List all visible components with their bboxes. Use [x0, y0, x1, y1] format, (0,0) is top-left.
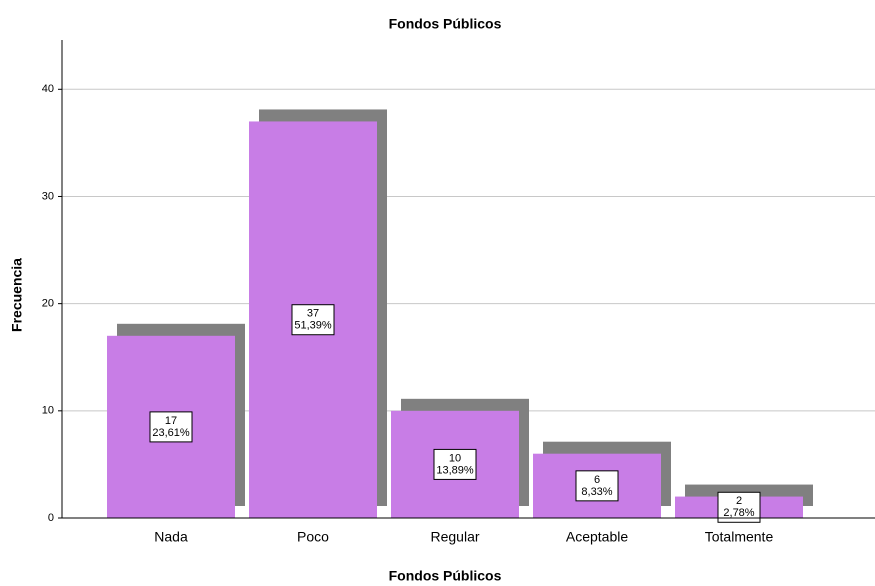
data-label: 2: [736, 495, 742, 507]
x-axis-label: Fondos Públicos: [389, 568, 502, 584]
y-tick-label: 0: [48, 512, 54, 524]
data-label-percent: 13,89%: [436, 464, 474, 476]
chart-title: Fondos Públicos: [389, 16, 502, 32]
data-label-percent: 2,78%: [723, 507, 754, 519]
data-label-box: [575, 470, 619, 502]
data-label-percent: 23,61%: [152, 427, 190, 439]
y-tick-label: 20: [42, 298, 54, 310]
x-tick-label: Nada: [154, 529, 188, 545]
data-label-box: [717, 491, 761, 523]
x-tick-label: Poco: [297, 529, 329, 545]
y-tick-label: 40: [42, 83, 54, 95]
x-tick-label: Regular: [430, 529, 479, 545]
x-tick-label: Totalmente: [705, 529, 774, 545]
y-tick-label: 30: [42, 190, 54, 202]
data-label-percent: 51,39%: [294, 320, 332, 332]
y-axis-label: Frecuencia: [9, 258, 25, 332]
data-label: 37: [307, 308, 319, 320]
x-tick-label: Aceptable: [566, 529, 628, 545]
y-tick-label: 10: [42, 405, 54, 417]
data-label: 6: [594, 474, 600, 486]
data-label: 17: [165, 415, 177, 427]
data-label: 10: [449, 452, 461, 464]
data-label-box: [433, 448, 477, 480]
data-label-box: [149, 411, 193, 443]
data-label-box: [291, 304, 335, 336]
data-label-percent: 8,33%: [581, 486, 612, 498]
